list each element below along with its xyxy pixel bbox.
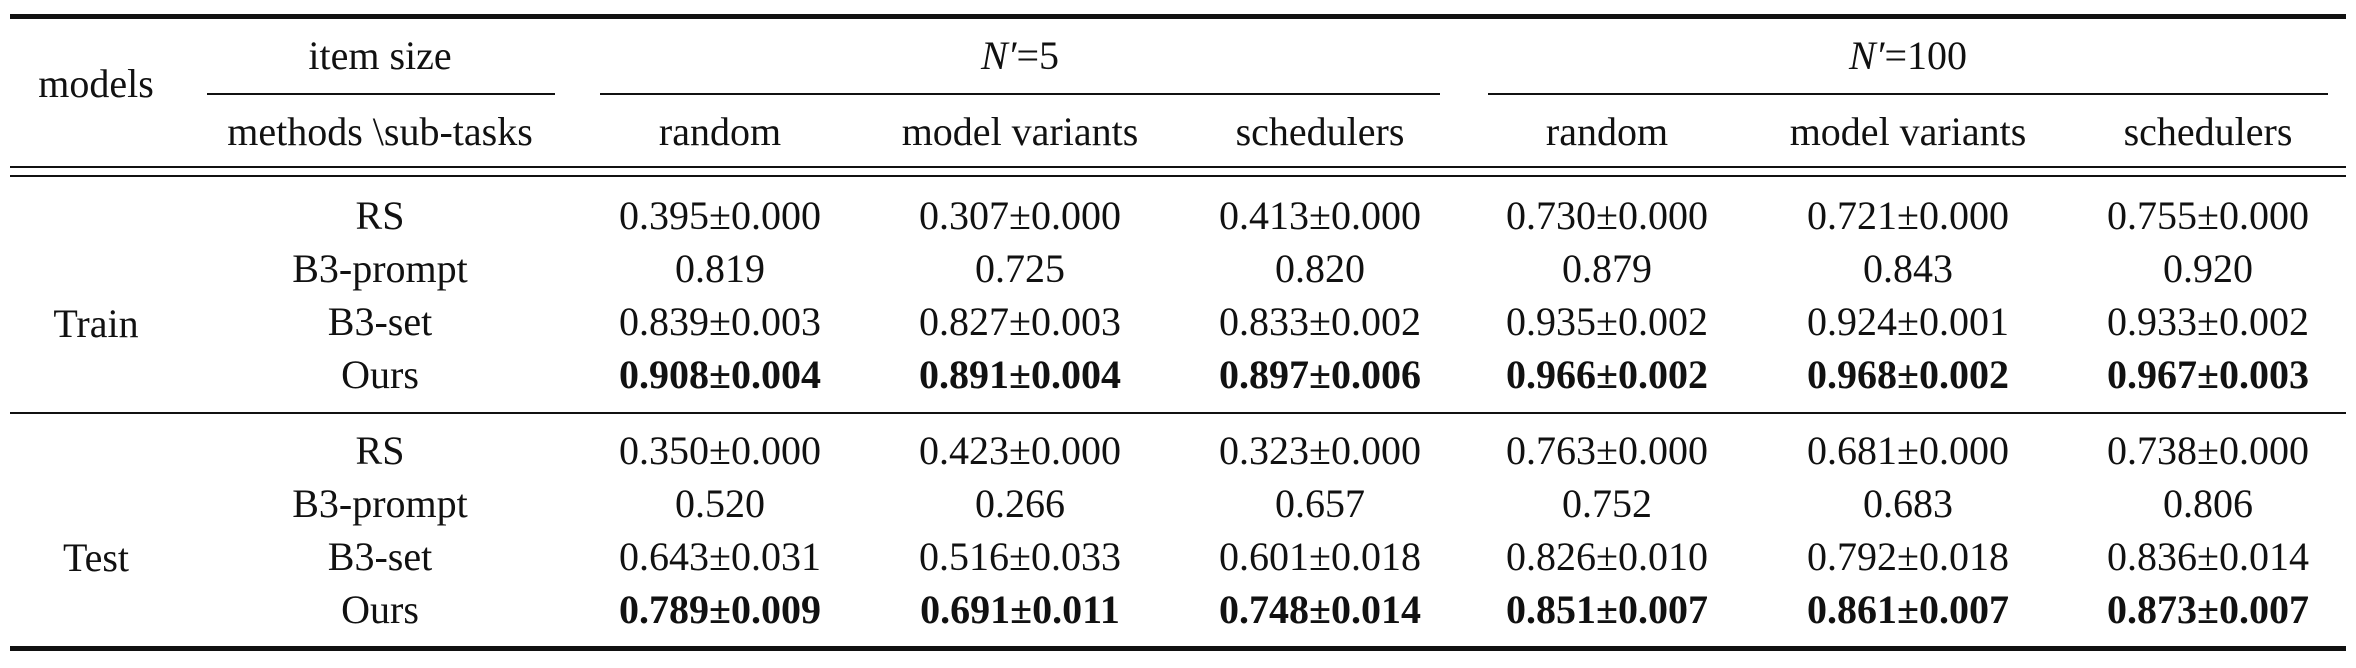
value-cell: 0.520 — [675, 481, 765, 526]
top-rule — [10, 14, 2346, 19]
method-label: RS — [355, 193, 405, 238]
value-cell: 0.601±0.018 — [1219, 534, 1421, 579]
section-label-train: Train — [53, 301, 139, 346]
subtask-header: model variants — [901, 109, 1139, 154]
value-cell-best: 0.851±0.007 — [1506, 587, 1708, 632]
value-cell: 0.725 — [975, 246, 1065, 291]
value-cell: 0.350±0.000 — [619, 428, 821, 473]
value-cell: 0.721±0.000 — [1807, 193, 2009, 238]
method-label: Ours — [341, 352, 419, 397]
value-cell: 0.806 — [2163, 481, 2253, 526]
value-cell: 0.820 — [1275, 246, 1365, 291]
value-cell: 0.752 — [1562, 481, 1652, 526]
group-1-underline — [600, 93, 1440, 95]
value-cell-best: 0.748±0.014 — [1219, 587, 1421, 632]
item-size-header: item size — [308, 33, 452, 78]
value-cell-best: 0.789±0.009 — [619, 587, 821, 632]
value-cell: 0.920 — [2163, 246, 2253, 291]
value-cell-best: 0.967±0.003 — [2107, 352, 2309, 397]
group-header-n5: N′=5 — [981, 32, 1059, 80]
value-cell: 0.843 — [1863, 246, 1953, 291]
method-label: B3-set — [327, 299, 433, 344]
value-cell: 0.307±0.000 — [919, 193, 1121, 238]
group-2-underline — [1488, 93, 2328, 95]
item-size-underline — [207, 93, 555, 95]
value-cell-best: 0.908±0.004 — [619, 352, 821, 397]
value-cell: 0.730±0.000 — [1506, 193, 1708, 238]
value-cell: 0.833±0.002 — [1219, 299, 1421, 344]
subtask-header: model variants — [1789, 109, 2027, 154]
value-cell: 0.763±0.000 — [1506, 428, 1708, 473]
value-cell-best: 0.891±0.004 — [919, 352, 1121, 397]
section-label-test: Test — [62, 535, 130, 580]
value-cell-best: 0.873±0.007 — [2107, 587, 2309, 632]
value-cell: 0.879 — [1562, 246, 1652, 291]
value-cell: 0.516±0.033 — [919, 534, 1121, 579]
value-cell: 0.413±0.000 — [1219, 193, 1421, 238]
value-cell: 0.755±0.000 — [2107, 193, 2309, 238]
value-cell: 0.839±0.003 — [619, 299, 821, 344]
method-label: B3-set — [327, 534, 433, 579]
value-cell-best: 0.861±0.007 — [1807, 587, 2009, 632]
value-cell: 0.792±0.018 — [1807, 534, 2009, 579]
methods-header: methods \sub-tasks — [227, 109, 533, 154]
subtask-header: schedulers — [2123, 109, 2293, 154]
method-label: B3-prompt — [292, 246, 468, 291]
group-header-n5-var: N′ — [981, 33, 1017, 78]
value-cell: 0.266 — [975, 481, 1065, 526]
value-cell: 0.826±0.010 — [1506, 534, 1708, 579]
method-label: B3-prompt — [292, 481, 468, 526]
header-double-rule-bottom — [10, 175, 2346, 177]
value-cell: 0.924±0.001 — [1807, 299, 2009, 344]
value-cell: 0.681±0.000 — [1807, 428, 2009, 473]
models-header: models — [38, 61, 154, 106]
group-header-n100: N′=100 — [1849, 32, 1967, 80]
value-cell: 0.935±0.002 — [1506, 299, 1708, 344]
group-header-n100-val: =100 — [1884, 33, 1967, 78]
value-cell-best: 0.897±0.006 — [1219, 352, 1421, 397]
value-cell: 0.933±0.002 — [2107, 299, 2309, 344]
group-header-n5-val: =5 — [1016, 33, 1059, 78]
method-label: Ours — [341, 587, 419, 632]
value-cell-best: 0.691±0.011 — [920, 587, 1120, 632]
value-cell: 0.836±0.014 — [2107, 534, 2309, 579]
value-cell: 0.819 — [675, 246, 765, 291]
subtask-header: random — [658, 109, 782, 154]
value-cell-best: 0.966±0.002 — [1506, 352, 1708, 397]
subtask-header: schedulers — [1235, 109, 1405, 154]
header-double-rule-top — [10, 166, 2346, 168]
value-cell: 0.643±0.031 — [619, 534, 821, 579]
value-cell: 0.657 — [1275, 481, 1365, 526]
value-cell: 0.683 — [1863, 481, 1953, 526]
method-label: RS — [355, 428, 405, 473]
value-cell-best: 0.968±0.002 — [1807, 352, 2009, 397]
value-cell: 0.323±0.000 — [1219, 428, 1421, 473]
value-cell: 0.423±0.000 — [919, 428, 1121, 473]
subtask-header: random — [1545, 109, 1669, 154]
value-cell: 0.738±0.000 — [2107, 428, 2309, 473]
bottom-rule — [10, 646, 2346, 651]
group-header-n100-var: N′ — [1849, 33, 1885, 78]
section-divider-rule — [10, 412, 2346, 414]
value-cell: 0.827±0.003 — [919, 299, 1121, 344]
value-cell: 0.395±0.000 — [619, 193, 821, 238]
